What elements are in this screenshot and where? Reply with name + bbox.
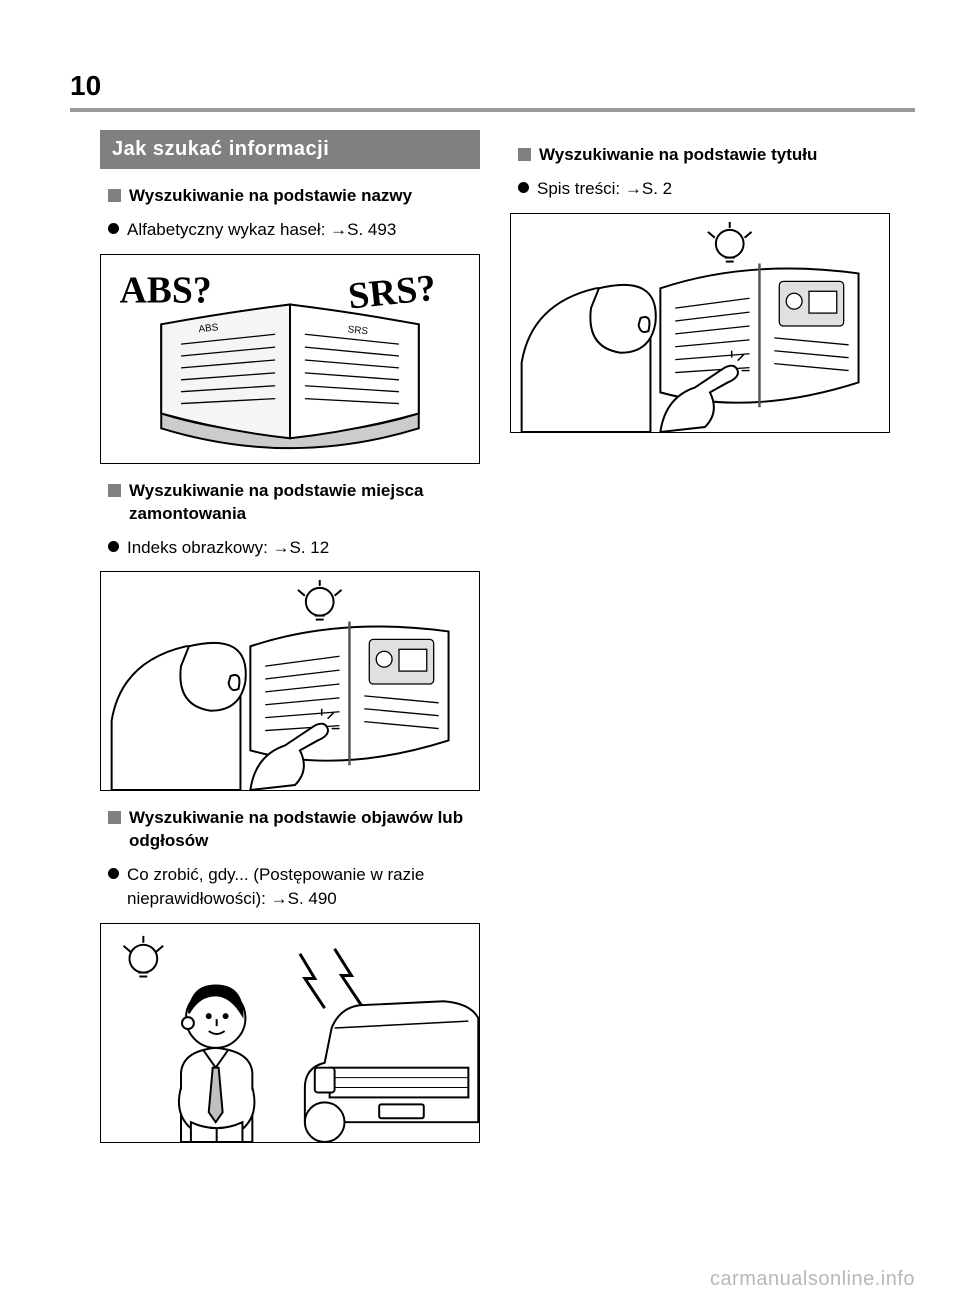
section-header: Jak szukać informacji [100, 130, 480, 169]
illustration-car-trouble [100, 923, 480, 1143]
square-bullet-icon [108, 811, 121, 824]
page-number: 10 [70, 70, 101, 102]
round-bullet-icon [108, 223, 119, 234]
watermark-text: carmanualsonline.info [710, 1268, 915, 1291]
subheading-text: Wyszukiwanie na podstawie objawów lub od… [129, 807, 480, 853]
bullet-text: Indeks obrazkowy: →S. 12 [127, 536, 329, 560]
square-bullet-icon [518, 148, 531, 161]
round-bullet-icon [108, 541, 119, 552]
svg-text:SRS?: SRS? [346, 266, 438, 317]
content-columns: Jak szukać informacji Wyszukiwanie na po… [100, 130, 890, 1159]
subheading-name-search: Wyszukiwanie na podstawie nazwy [108, 185, 480, 208]
square-bullet-icon [108, 189, 121, 202]
illustration-pointing-book [100, 571, 480, 791]
header-divider [70, 108, 915, 112]
bullet-toc: Spis treści: →S. 2 [518, 177, 890, 201]
svg-text:ABS: ABS [198, 322, 219, 335]
right-column: Wyszukiwanie na podstawie tytułu Spis tr… [510, 130, 890, 1159]
round-bullet-icon [518, 182, 529, 193]
subheading-text: Wyszukiwanie na podstawie miejsca zamont… [129, 480, 480, 526]
bullet-alpha-index: Alfabetyczny wykaz haseł: →S. 493 [108, 218, 480, 242]
subheading-title-search: Wyszukiwanie na podstawie tytułu [518, 144, 890, 167]
bullet-picture-index: Indeks obrazkowy: →S. 12 [108, 536, 480, 560]
bullet-text: Alfabetyczny wykaz haseł: →S. 493 [127, 218, 396, 242]
left-column: Jak szukać informacji Wyszukiwanie na po… [100, 130, 480, 1159]
svg-text:SRS: SRS [347, 324, 369, 337]
illustration-pointing-book-2 [510, 213, 890, 433]
illustration-abs-srs-book: ABS? SRS? [100, 254, 480, 464]
subheading-text: Wyszukiwanie na podstawie tytułu [539, 144, 817, 167]
svg-text:ABS?: ABS? [120, 269, 212, 311]
subheading-location-search: Wyszukiwanie na podstawie miejsca zamont… [108, 480, 480, 526]
subheading-text: Wyszukiwanie na podstawie nazwy [129, 185, 412, 208]
subheading-symptom-search: Wyszukiwanie na podstawie objawów lub od… [108, 807, 480, 853]
bullet-text: Co zrobić, gdy... (Postępowanie w razie … [127, 863, 480, 911]
round-bullet-icon [108, 868, 119, 879]
bullet-what-to-do: Co zrobić, gdy... (Postępowanie w razie … [108, 863, 480, 911]
bullet-text: Spis treści: →S. 2 [537, 177, 672, 201]
square-bullet-icon [108, 484, 121, 497]
